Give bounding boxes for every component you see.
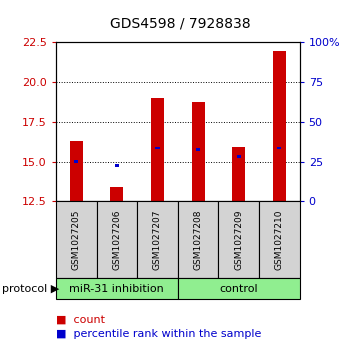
Bar [115, 164, 119, 167]
Bar [237, 155, 241, 158]
Bar [277, 147, 281, 150]
Text: control: control [219, 284, 258, 294]
Bar [232, 147, 245, 201]
Bar [70, 141, 83, 201]
Bar [156, 147, 160, 150]
Text: GSM1027205: GSM1027205 [72, 209, 81, 270]
Text: GDS4598 / 7928838: GDS4598 / 7928838 [110, 16, 251, 30]
Bar [273, 51, 286, 201]
Text: GSM1027207: GSM1027207 [153, 209, 162, 270]
Text: GSM1027210: GSM1027210 [275, 209, 284, 270]
Bar [110, 187, 123, 201]
Text: protocol ▶: protocol ▶ [2, 284, 59, 294]
Text: miR-31 inhibition: miR-31 inhibition [70, 284, 164, 294]
Bar [192, 102, 205, 201]
Bar [196, 148, 200, 151]
Bar [74, 160, 78, 163]
Bar [151, 98, 164, 201]
Text: GSM1027209: GSM1027209 [234, 209, 243, 270]
Text: ■  count: ■ count [56, 314, 105, 325]
Text: GSM1027206: GSM1027206 [112, 209, 121, 270]
Text: ■  percentile rank within the sample: ■ percentile rank within the sample [56, 329, 261, 339]
Text: GSM1027208: GSM1027208 [193, 209, 203, 270]
